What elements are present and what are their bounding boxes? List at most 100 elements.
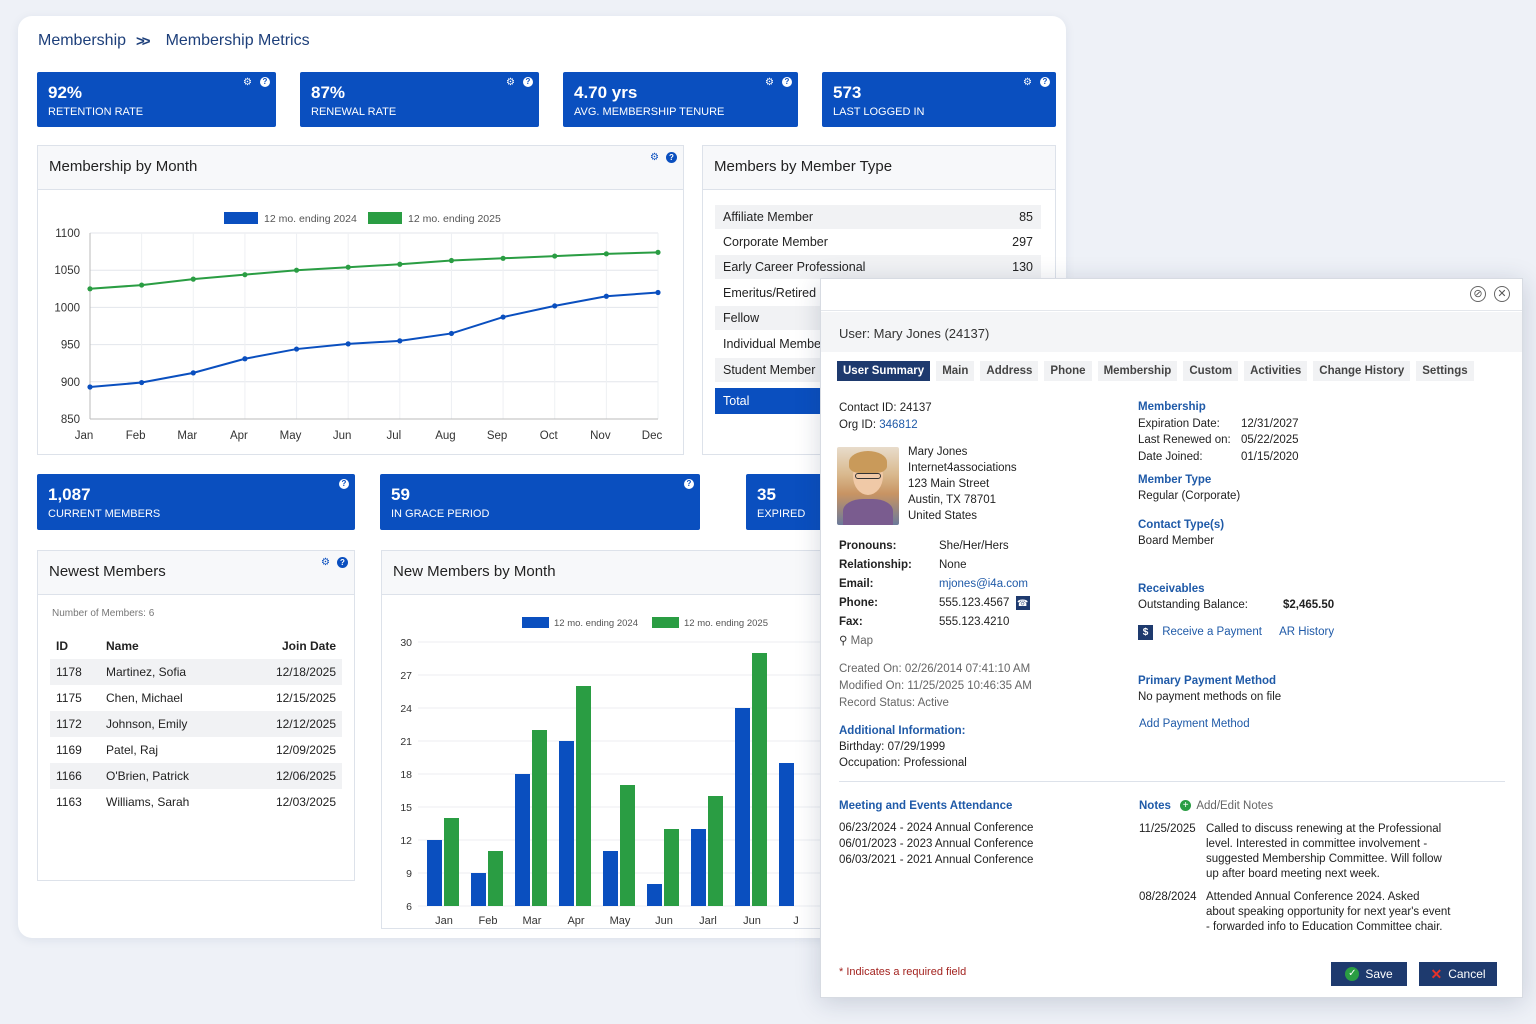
add-payment-method-link[interactable]: Add Payment Method [1139,718,1250,730]
gear-icon[interactable]: ⚙ [243,77,252,88]
email-link[interactable]: mjones@i4a.com [939,578,1029,590]
gear-icon[interactable]: ⚙ [765,77,774,88]
member-type-row[interactable]: Corporate Member 297 [715,230,1041,254]
meeting-item: 06/23/2024 - 2024 Annual Conference [839,822,1034,834]
member-type-row[interactable]: Emeritus/Retired M [715,281,1041,305]
member-type-name: Emeritus/Retired M [723,286,830,300]
divider [839,781,1505,782]
x-tick-label: Dec [642,430,663,442]
bar [620,785,635,906]
x-tick-label: Jan [75,430,94,442]
tab-activities[interactable]: Activities [1244,361,1308,381]
bar [691,829,706,906]
table-row[interactable]: 1169 Patel, Raj 12/09/2025 [50,737,342,763]
help-icon[interactable]: ? [260,77,270,87]
gear-icon[interactable]: ⚙ [321,557,330,568]
unlink-icon[interactable]: ⊘ [1470,286,1486,302]
table-row[interactable]: 1166 O'Brien, Patrick 12/06/2025 [50,763,342,789]
y-tick-label: 21 [400,736,412,748]
table-row[interactable]: 1172 Johnson, Emily 12/12/2025 [50,711,342,737]
add-edit-notes-link[interactable]: Add/Edit Notes [1196,800,1274,812]
x-tick-label: Feb [126,430,146,442]
y-tick-label: 24 [400,703,412,715]
legend-label: 12 mo. ending 2025 [408,213,501,225]
occupation: Occupation: Professional [839,757,967,769]
help-icon[interactable]: ? [782,77,792,87]
col-id: ID [56,639,68,653]
breadcrumb-root[interactable]: Membership [38,32,127,49]
map-link[interactable]: Map [850,635,874,647]
gear-icon[interactable]: ⚙ [1023,77,1032,88]
y-tick-label: 950 [61,340,80,352]
cell-join-date: 12/15/2025 [275,691,336,705]
data-point [655,249,661,255]
gear-icon[interactable]: ⚙ [506,77,515,88]
stat-renewal-rate: 87% RENEWAL RATE ⚙ ? [300,72,539,127]
checkmark-icon: ✓ [1345,967,1360,981]
pronouns-label: Pronouns: [839,540,897,552]
help-icon[interactable]: ? [523,77,533,87]
bar [471,873,486,906]
member-type-row[interactable]: Affiliate Member 85 [715,205,1041,229]
membership-line-chart: 850 900 950 1000 1050 1100 Jan Feb Mar Apr May Jun J… [54,212,663,442]
payment-method-section: Primary Payment Method No payment method… [1138,673,1281,705]
bar [488,851,503,906]
tab-main[interactable]: Main [936,361,975,381]
y-tick-label: 850 [61,414,80,426]
legend-label: 12 mo. ending 2024 [554,618,638,629]
data-point [190,276,196,282]
cancel-button[interactable]: ✕ Cancel [1419,962,1497,986]
bar [515,774,530,906]
breadcrumb-current: Membership Metrics [165,32,310,49]
contact-types-section: Contact Type(s) Board Member [1138,517,1224,549]
stat-value: 87% [311,83,346,102]
add-icon[interactable]: + [1180,800,1192,812]
address-line: United States [908,510,978,522]
stat-retention-rate: 92% RETENTION RATE ⚙ ? [37,72,276,127]
gear-icon[interactable]: ⚙ [650,152,659,163]
table-row[interactable]: 1175 Chen, Michael 12/15/2025 [50,685,342,711]
help-icon[interactable]: ? [337,557,348,568]
member-type-row[interactable]: Individual Member [715,332,1041,356]
org-id-link[interactable]: 346812 [879,419,918,431]
tab-user-summary[interactable]: User Summary [837,361,931,381]
tab-custom[interactable]: Custom [1183,361,1239,381]
stat-grace-period: 59 IN GRACE PERIOD ? [380,474,700,530]
new-members-bar-chart: 6 9 12 15 18 21 24 27 30 Jan Feb Mar Apr May Jun Jarl Ju… [400,617,850,927]
save-button[interactable]: ✓ Save [1331,962,1407,986]
help-icon[interactable]: ? [666,152,677,163]
help-icon[interactable]: ? [684,479,694,489]
created-on: Created On: 02/26/2014 07:41:10 AM [839,663,1031,675]
x-tick-label: May [610,915,631,927]
tab-phone[interactable]: Phone [1044,361,1092,381]
cell-id: 1175 [56,691,82,705]
data-point [345,341,351,347]
member-type-value: Regular (Corporate) [1138,490,1241,502]
tab-address[interactable]: Address [980,361,1039,381]
tab-settings[interactable]: Settings [1416,361,1474,381]
phone-icon[interactable]: ☎ [1015,595,1030,610]
cell-join-date: 12/18/2025 [275,665,336,679]
y-tick-label: 1100 [55,228,80,240]
y-tick-label: 18 [400,769,412,781]
tab-membership[interactable]: Membership [1097,361,1178,381]
help-icon[interactable]: ? [1040,77,1050,87]
member-type-name: Individual Member [723,337,826,351]
org-id-line: Org ID: 346812 [839,417,918,433]
tab-change-history[interactable]: Change History [1313,361,1411,381]
help-icon[interactable]: ? [339,479,349,489]
table-row[interactable]: 1163 Williams, Sarah 12/03/2025 [50,789,342,815]
member-type-count: 297 [1012,235,1033,249]
dollar-icon[interactable]: $ [1138,625,1153,640]
close-icon[interactable]: ✕ [1494,286,1510,302]
contact-id: Contact ID: 24137 [839,402,932,414]
pronouns-value: She/Her/Hers [939,540,1009,552]
x-tick-label: Apr [230,430,248,442]
table-row[interactable]: 1178 Martinez, Sofia 12/18/2025 [50,659,342,685]
receive-payment-link[interactable]: Receive a Payment [1162,626,1262,638]
ar-history-link[interactable]: AR History [1279,626,1335,638]
member-type-row[interactable]: Early Career Professional 130 [715,255,1041,279]
receivables-section: Receivables Outstanding Balance: $2,465.5… [1138,581,1334,613]
map-link-wrap[interactable]: ⚲ Map [839,633,873,649]
cell-name: Johnson, Emily [106,717,188,731]
